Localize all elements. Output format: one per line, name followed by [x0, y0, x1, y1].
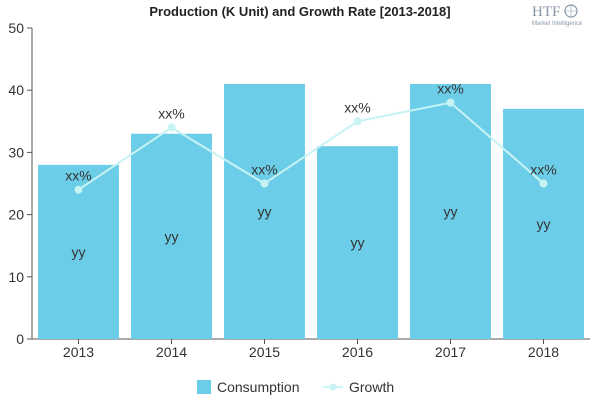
- logo-subtext: Market Intelligence: [532, 21, 583, 27]
- x-tick-label: 2017: [435, 344, 466, 360]
- logo-text: HTF: [532, 4, 560, 20]
- growth-line: [77, 101, 545, 191]
- bars: [38, 83, 584, 339]
- bar-2018: [503, 108, 584, 339]
- bar-2015: [224, 83, 305, 339]
- logo: HTF Market Intelligence: [532, 4, 583, 27]
- growth-data-label: xx%: [158, 106, 184, 122]
- bar-2014: [131, 133, 212, 339]
- growth-data-label: xx%: [437, 81, 463, 97]
- bar-data-label: yy: [165, 228, 179, 244]
- growth-series: xx% xx% xx% xx% xx% xx%: [65, 81, 557, 194]
- bar-data-label: yy: [444, 203, 458, 219]
- x-tick-label: 2014: [156, 344, 187, 360]
- growth-data-label: xx%: [344, 99, 370, 115]
- bar-data-label: yy: [258, 203, 272, 219]
- growth-point-2013: [74, 185, 83, 194]
- y-tick-label: 0: [16, 331, 24, 347]
- growth-point-2016: [353, 117, 362, 126]
- bar-labels: yy yy yy yy yy yy: [72, 203, 551, 259]
- bar-data-label: yy: [537, 216, 551, 232]
- growth-data-label: xx%: [65, 168, 91, 184]
- y-ticks: 0 10 20 30 40 50: [8, 20, 32, 347]
- legend: Consumption Growth: [197, 379, 394, 395]
- growth-point-2017: [446, 98, 455, 107]
- y-tick-label: 30: [8, 144, 24, 160]
- legend-swatch-consumption: [197, 380, 211, 394]
- x-tick-label: 2016: [342, 344, 373, 360]
- y-tick-label: 40: [8, 82, 24, 98]
- bar-data-label: yy: [72, 244, 86, 260]
- x-tick-label: 2015: [249, 344, 280, 360]
- bar-2016: [317, 146, 398, 339]
- growth-data-label: xx%: [530, 162, 556, 178]
- growth-data-label: xx%: [251, 162, 277, 178]
- x-tick-label: 2013: [63, 344, 94, 360]
- legend-marker-growth: [329, 383, 337, 391]
- y-tick-label: 10: [8, 269, 24, 285]
- x-tick-label: 2018: [528, 344, 559, 360]
- y-tick-label: 20: [8, 207, 24, 223]
- bar-data-label: yy: [351, 235, 365, 251]
- globe-icon-lines: [565, 5, 577, 17]
- x-ticks: 2013 2014 2015 2016 2017 2018: [63, 339, 559, 360]
- chart-title: Production (K Unit) and Growth Rate [201…: [149, 4, 450, 19]
- legend-label-consumption: Consumption: [217, 379, 300, 395]
- growth-point-2018: [539, 179, 548, 188]
- bar-2013: [38, 164, 119, 339]
- legend-label-growth: Growth: [349, 379, 394, 395]
- growth-point-2015: [260, 179, 269, 188]
- y-tick-label: 50: [8, 20, 24, 36]
- growth-point-2014: [167, 123, 176, 132]
